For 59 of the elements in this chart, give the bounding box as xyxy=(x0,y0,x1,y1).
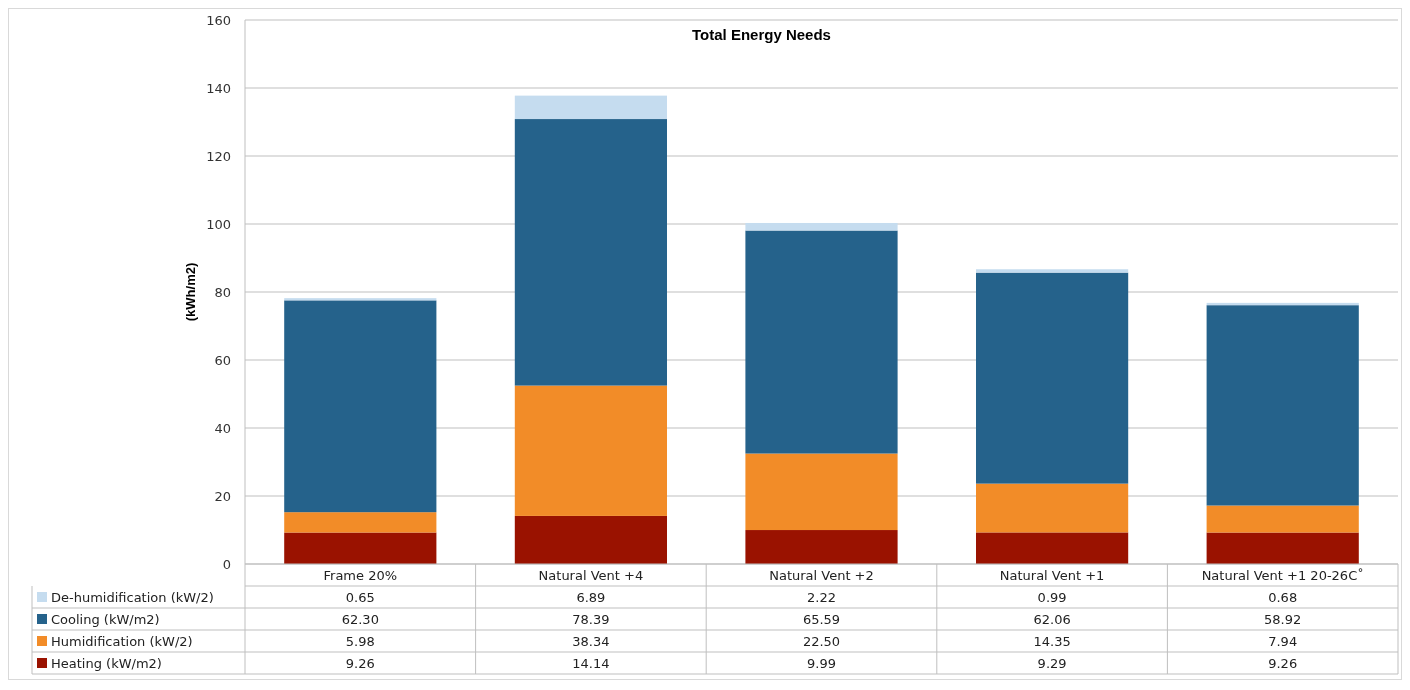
y-tick-label: 40 xyxy=(214,420,231,436)
data-label: 9.29 xyxy=(1037,655,1067,671)
data-label: 65.59 xyxy=(802,611,841,627)
bar xyxy=(284,300,437,513)
bar xyxy=(1206,305,1359,506)
bar xyxy=(284,512,437,533)
data-label: 14.35 xyxy=(1033,633,1071,649)
x-tick-label: Frame 20% xyxy=(323,567,398,583)
legend-label: Cooling (kW/m2) xyxy=(51,611,160,627)
bar xyxy=(1206,532,1359,564)
data-label: 2.22 xyxy=(807,589,836,605)
y-tick-label: 160 xyxy=(206,12,231,28)
data-label: 0.65 xyxy=(345,589,375,605)
bar xyxy=(745,530,898,564)
data-label: 58.92 xyxy=(1264,611,1302,627)
bar xyxy=(514,95,667,120)
data-label: 0.68 xyxy=(1268,589,1298,605)
y-tick-label: 120 xyxy=(206,148,231,164)
data-label: 5.98 xyxy=(345,633,375,649)
bar xyxy=(284,532,437,564)
data-label: 62.30 xyxy=(341,611,379,627)
bar xyxy=(745,230,898,454)
y-tick-label: 0 xyxy=(222,556,231,572)
x-tick-label: Natural Vent +1 20-26C˚ xyxy=(1201,567,1364,583)
bar xyxy=(284,298,437,301)
data-label: 9.99 xyxy=(807,655,836,671)
y-tick-label: 140 xyxy=(206,80,231,96)
data-label: 0.99 xyxy=(1037,589,1067,605)
x-tick-label: Natural Vent +4 xyxy=(538,567,644,583)
data-label: 38.34 xyxy=(572,633,610,649)
y-tick-label: 80 xyxy=(214,284,231,300)
bar xyxy=(976,483,1129,533)
bar xyxy=(514,515,667,564)
legend-label: De-humidification (kW/2) xyxy=(51,589,214,605)
data-label: 62.06 xyxy=(1033,611,1071,627)
y-tick-label: 100 xyxy=(206,216,231,232)
y-tick-label: 60 xyxy=(214,352,231,368)
data-label: 78.39 xyxy=(572,611,610,627)
bar xyxy=(976,269,1129,273)
bar xyxy=(976,532,1129,564)
data-label: 9.26 xyxy=(345,655,375,671)
data-label: 14.14 xyxy=(572,655,610,671)
bar xyxy=(976,272,1129,484)
legend-label: Humidification (kW/2) xyxy=(51,633,193,649)
y-axis-title: (kWh/m2) xyxy=(183,262,198,322)
data-label: 22.50 xyxy=(802,633,841,649)
data-label: 7.94 xyxy=(1268,633,1298,649)
bar xyxy=(745,222,898,231)
data-label: 9.26 xyxy=(1268,655,1298,671)
x-tick-label: Natural Vent +2 xyxy=(769,567,874,583)
bar xyxy=(1206,505,1359,533)
bar xyxy=(514,385,667,516)
legend-label: Heating (kW/m2) xyxy=(51,655,162,671)
y-tick-label: 20 xyxy=(214,488,231,504)
data-label: 6.89 xyxy=(576,589,606,605)
bar xyxy=(514,119,667,386)
bar xyxy=(745,453,898,531)
chart-title: Total Energy Needs xyxy=(692,26,831,43)
x-tick-label: Natural Vent +1 xyxy=(999,567,1105,583)
